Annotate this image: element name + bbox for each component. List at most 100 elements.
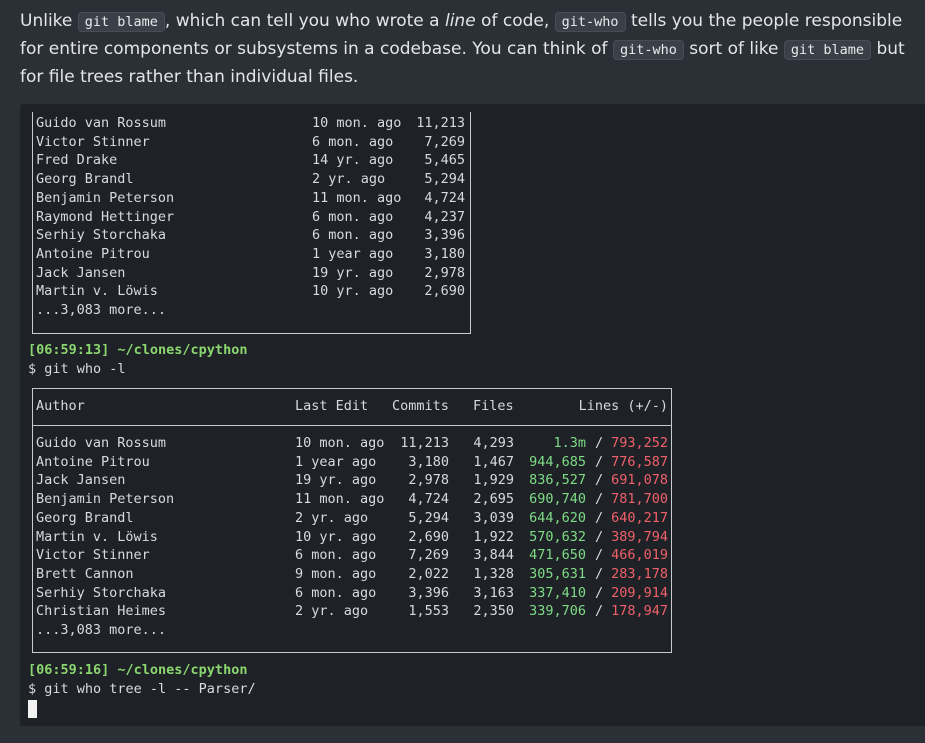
commit-count: 11,213 [400,435,449,451]
commit-count: 4,724 [408,491,449,508]
lines-removed: 283,178 [611,565,668,582]
intro-paragraph: Unlike git blame, which can tell you who… [20,8,920,91]
author-name: Benjamin Peterson [36,189,175,206]
column-header-author: Author [36,398,85,414]
lines-added: 337,410 [529,584,586,601]
last-edit: 11 mon. ago [295,491,385,508]
file-count: 1,328 [473,565,514,582]
column-header-files: Files [473,398,514,414]
lines-added: 836,527 [529,472,586,489]
command-line: $ git who -l [28,361,126,377]
table-border [32,652,672,653]
author-name: Antoine Pitrou [36,453,150,470]
lines-removed: 209,914 [611,584,668,601]
file-count: 1,922 [473,528,514,545]
lines-removed: 640,217 [611,509,668,526]
terminal-cursor [28,700,37,718]
lines-added: 339,706 [529,603,586,620]
commit-count: 2,978 [408,472,449,489]
column-header-last-edit: Last Edit [295,398,369,414]
commit-count: 3,396 [424,227,465,244]
commit-count: 3,396 [408,584,449,601]
more-rows: ...3,083 more... [36,302,167,318]
table-border [32,333,471,334]
lines-removed: 793,252 [611,435,668,451]
table-border [32,112,33,334]
lines-removed: 776,587 [611,453,668,470]
last-edit: 2 yr. ago [312,171,386,188]
author-name: Fred Drake [36,152,118,169]
commit-count: 1,553 [408,603,449,620]
author-name: Victor Stinner [36,133,150,150]
last-edit: 14 yr. ago [312,152,394,169]
inline-code-git-who: git-who [554,12,626,32]
table-border [470,112,471,334]
file-count: 1,467 [473,453,514,470]
file-count: 3,039 [473,509,514,526]
last-edit: 10 yr. ago [295,528,377,545]
last-edit: 1 year ago [312,245,394,262]
file-count: 4,293 [473,435,514,451]
table-border [671,388,672,653]
prompt-status: [06:59:13] ~/clones/cpython [28,342,248,358]
commit-count: 2,690 [408,528,449,545]
inline-code-git-blame: git blame [77,12,165,32]
author-name: Martin v. Löwis [36,283,158,300]
commit-count: 5,294 [408,509,449,526]
inline-code-git-who: git-who [612,40,684,60]
column-header-commits: Commits [392,398,449,414]
last-edit: 19 yr. ago [312,264,394,281]
commit-count: 2,978 [424,264,465,281]
commit-count: 5,465 [424,152,465,169]
commit-count: 3,180 [408,453,449,470]
last-edit: 6 mon. ago [312,227,394,244]
author-name: Brett Cannon [36,565,134,582]
lines-added: 305,631 [529,565,586,582]
intro-text: sort of like [683,39,784,59]
column-header-lines: Lines (+/-) [578,398,668,414]
author-name: Serhiy Storchaka [36,227,167,244]
lines-removed: 466,019 [611,547,668,564]
lines-separator: / [595,491,604,508]
last-edit: 2 yr. ago [295,603,369,620]
lines-added: 1.3m [553,435,586,451]
lines-added: 644,620 [529,509,586,526]
lines-separator: / [595,453,604,470]
lines-added: 690,740 [529,491,586,508]
lines-separator: / [595,472,604,489]
table-border [32,425,672,426]
intro-text: Unlike [20,11,78,31]
lines-separator: / [595,584,604,601]
lines-separator: / [595,603,604,620]
author-name: Martin v. Löwis [36,528,158,545]
commit-count: 7,269 [424,133,465,150]
last-edit: 10 mon. ago [312,115,402,131]
lines-separator: / [595,547,604,564]
last-edit: 10 yr. ago [312,283,394,300]
inline-code-git-blame: git blame [783,40,872,60]
last-edit: 2 yr. ago [295,509,369,526]
commit-count: 11,213 [416,115,465,131]
author-name: Guido van Rossum [36,115,167,131]
last-edit: 6 mon. ago [312,133,394,150]
lines-removed: 178,947 [611,603,668,620]
author-name: Raymond Hettinger [36,208,175,225]
author-name: Jack Jansen [36,472,126,489]
file-count: 3,844 [473,547,514,564]
commit-count: 2,022 [408,565,449,582]
commit-count: 7,269 [408,547,449,564]
last-edit: 9 mon. ago [295,565,377,582]
last-edit: 10 mon. ago [295,435,385,451]
table-border [32,388,33,653]
file-count: 2,350 [473,603,514,620]
intro-text: tells you the people responsible for ent… [20,11,903,59]
intro-emphasis: line [444,11,476,31]
lines-added: 471,650 [529,547,586,564]
author-name: Victor Stinner [36,547,150,564]
last-edit: 1 year ago [295,453,377,470]
lines-separator: / [595,565,604,582]
intro-text: but for file trees rather than individua… [20,39,905,87]
terminal-output: [06:59:13] ~/clones/cpython $ git who -l… [20,104,925,726]
commit-count: 4,237 [424,208,465,225]
lines-added: 570,632 [529,528,586,545]
